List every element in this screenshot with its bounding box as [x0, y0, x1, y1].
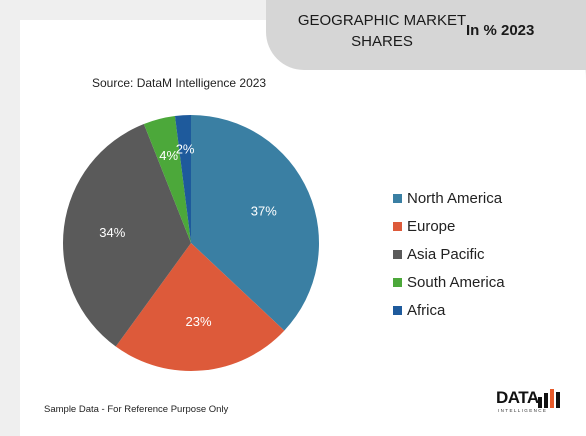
footer-note: Sample Data - For Reference Purpose Only: [44, 404, 229, 415]
legend-label-south-america: South America: [407, 273, 505, 291]
legend-swatch-africa: [393, 305, 402, 315]
legend-label-africa: Africa: [407, 301, 446, 319]
pie-slice-africa: [174, 115, 191, 243]
chart-title: GEOGRAPHIC MARKET SHARES: [297, 12, 467, 50]
legend-item-south-america: South America: [393, 268, 505, 296]
pie-slice-north-america: [191, 115, 320, 331]
legend-swatch-asia-pacific: [393, 249, 402, 259]
datam-logo: DATA INTELLIGENCE: [496, 388, 562, 418]
legend-item-europe: Europe: [393, 212, 505, 240]
pie-label-north-america: 37%: [251, 204, 277, 219]
legend-item-north-america: North America: [393, 184, 505, 212]
logo-word: DATA: [496, 388, 539, 407]
chart-year-label: In % 2023: [466, 22, 535, 39]
logo-bars-icon: [538, 389, 560, 408]
pie-label-asia-pacific: 34%: [99, 225, 125, 240]
legend-swatch-south-america: [393, 277, 402, 287]
logo-tagline: INTELLIGENCE: [498, 408, 548, 413]
legend-swatch-europe: [393, 221, 402, 231]
pie-slice-asia-pacific: [63, 123, 191, 347]
legend-label-north-america: North America: [407, 189, 503, 207]
chart-legend: North America Europe Asia Pacific South Ame…: [393, 184, 505, 324]
legend-swatch-north-america: [393, 193, 402, 203]
legend-label-europe: Europe: [407, 217, 456, 235]
source-note: Source: DataM Intelligence 2023: [92, 76, 267, 90]
pie-label-south-america: 4%: [159, 148, 178, 163]
legend-item-africa: Africa: [393, 296, 505, 324]
pie-slice-europe: [115, 243, 285, 371]
header-tab: [266, 0, 586, 70]
pie-label-africa: 2%: [176, 142, 195, 157]
pie-label-europe: 23%: [185, 314, 211, 329]
legend-label-asia-pacific: Asia Pacific: [407, 245, 485, 263]
pie-slice-south-america: [143, 116, 191, 243]
legend-item-asia-pacific: Asia Pacific: [393, 240, 505, 268]
